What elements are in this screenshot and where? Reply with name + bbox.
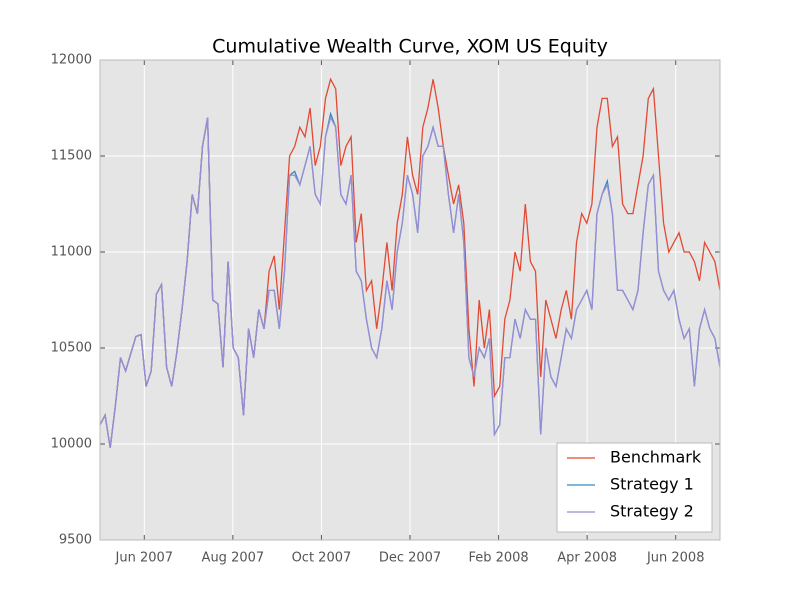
y-tick-label: 11000 xyxy=(51,245,92,260)
x-tick-label: Jun 2007 xyxy=(115,551,174,566)
chart-title: Cumulative Wealth Curve, XOM US Equity xyxy=(212,36,608,58)
legend-label: Strategy 1 xyxy=(610,475,694,494)
line-series xyxy=(99,115,721,448)
x-tick-label: Apr 2008 xyxy=(557,551,617,566)
legend-label: Benchmark xyxy=(610,448,702,467)
x-tick-label: Aug 2007 xyxy=(202,551,265,566)
legend-label: Strategy 2 xyxy=(610,502,694,521)
x-tick-label: Jun 2008 xyxy=(646,551,705,566)
y-tick-label: 11500 xyxy=(51,149,92,164)
x-tick-label: Dec 2007 xyxy=(379,551,441,566)
y-tick-label: 12000 xyxy=(51,53,92,68)
x-tick-label: Feb 2008 xyxy=(468,551,528,566)
y-tick-label: 10500 xyxy=(51,341,92,356)
y-tick-label: 10000 xyxy=(51,437,92,452)
x-tick-label: Oct 2007 xyxy=(292,551,352,566)
plot-frame xyxy=(99,59,721,541)
y-tick-label: 9500 xyxy=(59,533,92,548)
